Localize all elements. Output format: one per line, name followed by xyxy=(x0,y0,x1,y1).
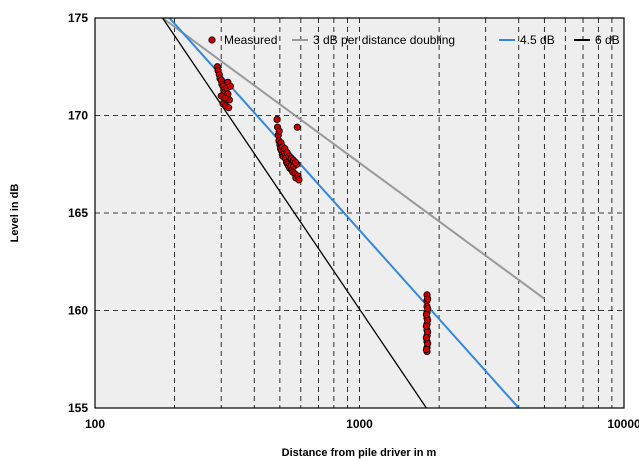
measured-point xyxy=(292,159,298,165)
x-axis-title: Distance from pile driver in m xyxy=(282,447,437,459)
measured-point xyxy=(276,128,282,134)
y-axis-title: Level in dB xyxy=(9,184,21,243)
measured-point xyxy=(424,296,430,302)
measured-point xyxy=(424,305,430,311)
y-tick-label: 175 xyxy=(68,11,88,25)
legend-marker-measured xyxy=(209,37,215,43)
measured-point xyxy=(296,177,302,183)
y-tick-label: 165 xyxy=(68,206,88,220)
y-tick-label: 170 xyxy=(68,109,88,123)
measured-point xyxy=(423,335,429,341)
measured-point xyxy=(227,83,233,89)
legend-label: 3 dB per distance doubling xyxy=(313,33,455,47)
measured-point xyxy=(274,116,280,122)
y-tick-label: 155 xyxy=(68,401,88,415)
legend-label: Measured xyxy=(224,33,277,47)
measured-point xyxy=(424,317,430,323)
y-tick-label: 160 xyxy=(68,304,88,318)
x-tick-label: 1000 xyxy=(346,417,373,431)
measured-point xyxy=(222,95,228,101)
x-tick-label: 10000 xyxy=(607,417,639,431)
measured-point xyxy=(294,124,300,130)
legend-label: 6 dB xyxy=(595,33,620,47)
measured-point xyxy=(424,340,430,346)
measured-point xyxy=(424,329,430,335)
measured-point xyxy=(423,311,429,317)
measured-point xyxy=(423,346,429,352)
measured-point xyxy=(423,323,429,329)
x-tick-label: 100 xyxy=(85,417,105,431)
measured-point xyxy=(225,105,231,111)
legend-label: 4.5 dB xyxy=(520,33,555,47)
